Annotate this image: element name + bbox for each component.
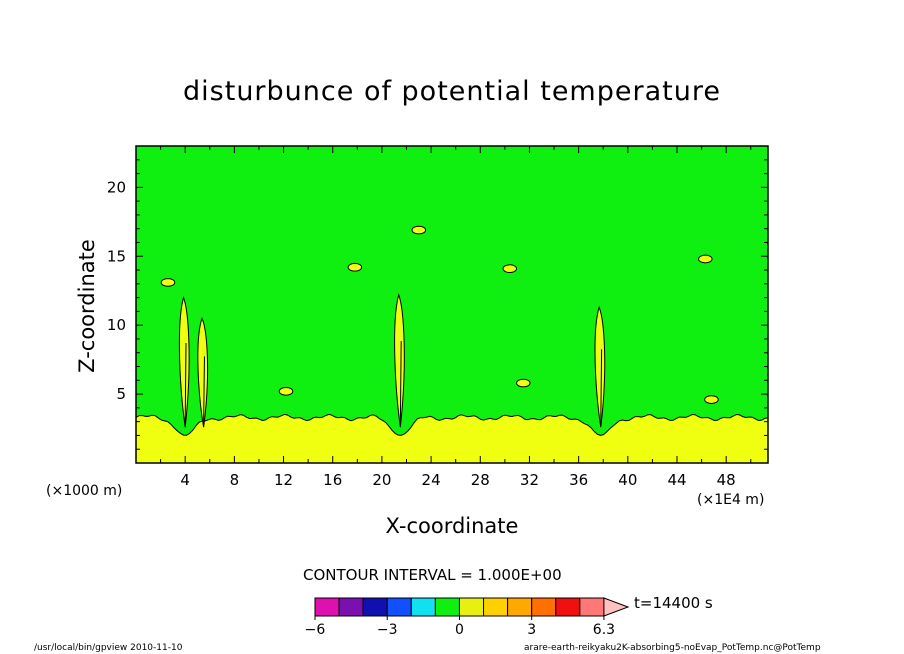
x-tick-label: 32 [520,471,539,489]
plume-inner-contour [203,356,205,424]
anomaly-blob [347,262,363,272]
colorbar-tick-label: 6.3 [593,622,615,638]
y-axis-unit: (×1000 m) [46,483,123,499]
colorbar-cell [483,597,509,617]
y-tick-label: 20 [107,178,126,196]
plume-inner-contour [184,342,187,424]
x-tick-label: 44 [667,471,686,489]
colorbar: −6 −3 0 3 6.3 [305,597,630,638]
colorbar-cell [531,597,557,617]
plume [197,316,209,428]
x-tick-label: 36 [569,471,588,489]
colorbar-cell [555,597,581,617]
colorbar-cell [458,597,485,617]
colorbar-cell [314,597,340,617]
x-tick-label: 24 [422,471,441,489]
x-axis-label: X-coordinate [385,514,519,538]
colorbar-tick-label: 3 [527,622,536,638]
anomaly-blob [278,386,294,396]
colorbar-tick-label: −3 [377,622,398,638]
y-tick-label: 15 [107,247,126,265]
x-tick-label: 48 [717,471,736,489]
plot-area [135,146,769,464]
anomaly-blob [704,395,719,404]
colorbar-cell [338,597,364,617]
colorbar-cell [434,597,460,617]
colorbar-arrow [603,597,630,617]
colorbar-cell [410,597,436,617]
plume [394,293,405,428]
footer-left-text: /usr/local/bin/gpview 2010-11-10 [34,643,183,653]
y-tick-label: 10 [107,316,126,334]
boundary-layer [135,413,769,464]
y-tick-label: 5 [116,385,126,403]
field-background [136,146,768,463]
x-axis-unit: (×1E4 m) [697,492,765,508]
plume [178,296,190,428]
colorbar-cell [386,597,412,617]
contour-interval-label: CONTOUR INTERVAL = 1.000E+00 [303,566,562,584]
anomaly-blob [160,278,176,287]
plume-inner-contour [399,341,402,424]
anomaly-blob [502,264,518,274]
anomaly-blob [516,378,531,388]
plume-inner-contour [600,349,603,424]
chart-title: disturbunce of potential temperature [183,76,721,107]
colorbar-tick-label: 0 [455,622,464,638]
colorbar-cell [507,597,533,617]
x-tick-label: 12 [274,471,293,489]
x-tick-label: 8 [230,471,240,489]
colorbar-tick-label: −6 [305,622,326,638]
x-tick-label: 20 [372,471,391,489]
colorbar-cell [579,597,605,617]
time-label: t=14400 s [634,594,713,612]
plot-frame [135,145,769,464]
anomaly-blob [698,254,713,264]
colorbar-cell [362,597,388,617]
x-tick-label: 40 [618,471,637,489]
footer-right-text: arare-earth-reikyaku2K-absorbing5-noEvap… [524,643,821,653]
plume [594,305,606,428]
x-tick-label: 16 [323,471,342,489]
x-tick-label: 28 [471,471,490,489]
x-tick-label: 4 [180,471,190,489]
anomaly-blob [411,225,427,235]
